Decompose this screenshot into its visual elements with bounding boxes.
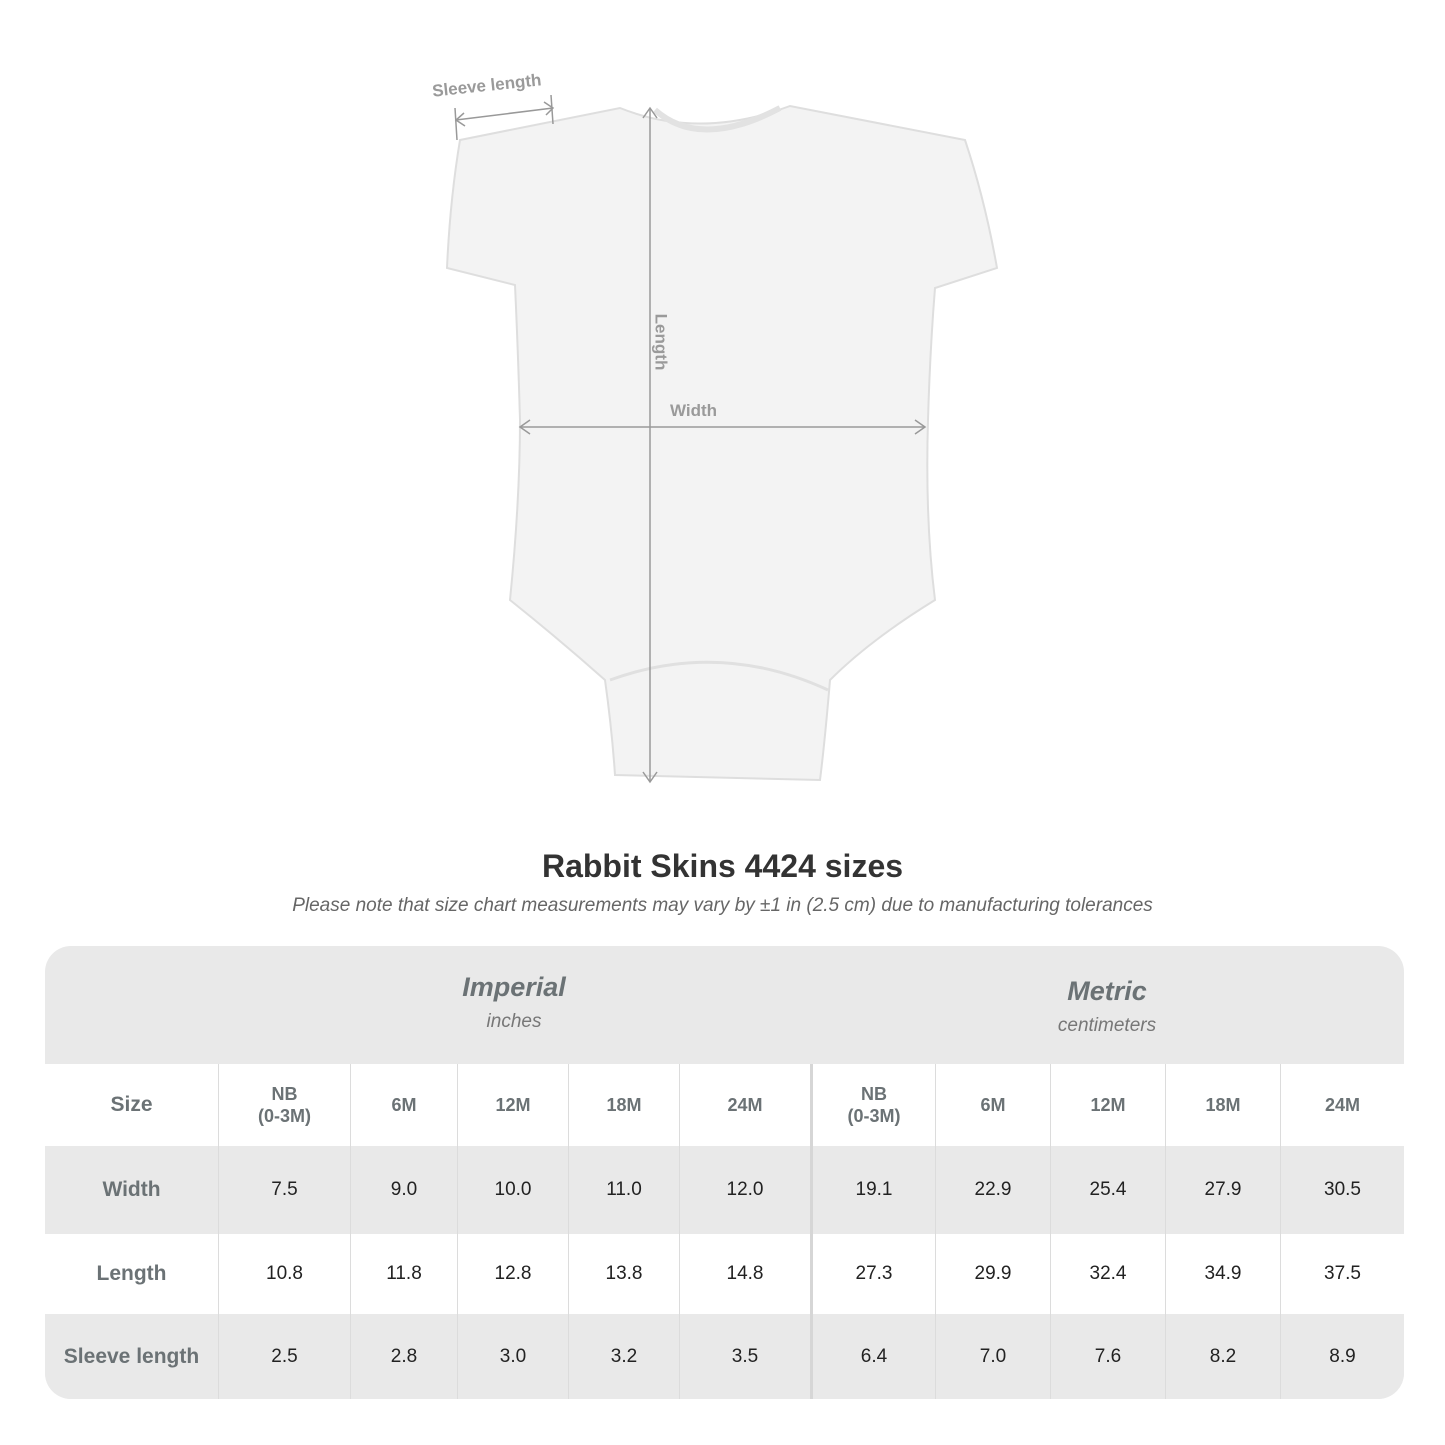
width-arrow bbox=[518, 419, 927, 435]
value-cell: 27.3 bbox=[810, 1234, 935, 1314]
value-cell: 32.4 bbox=[1050, 1234, 1165, 1314]
value-cell: 27.9 bbox=[1165, 1146, 1280, 1234]
value-cell: 12.0 bbox=[679, 1146, 810, 1234]
group-title: Imperial bbox=[462, 972, 566, 1002]
sleeve-arrow bbox=[454, 94, 555, 141]
bodysuit-diagram bbox=[445, 94, 999, 784]
value-cell: 14.8 bbox=[679, 1234, 810, 1314]
group-unit: inches bbox=[486, 1011, 542, 1032]
group-unit: centimeters bbox=[1057, 1015, 1157, 1036]
size-header-cell: NB (0-3M) bbox=[810, 1064, 935, 1146]
table-row: Width 7.5 9.0 10.0 11.0 12.0 19.1 22.9 25.4 27.9 3… bbox=[45, 1146, 1404, 1234]
imperial-header: Imperial inches bbox=[218, 946, 810, 1064]
value-cell: 9.0 bbox=[350, 1146, 457, 1234]
value-cell: 7.0 bbox=[935, 1314, 1050, 1399]
table-row: Sleeve length 2.5 2.8 3.0 3.2 3.5 6.4 7.0 7.6 8.2… bbox=[45, 1314, 1404, 1399]
value-cell: 8.2 bbox=[1165, 1314, 1280, 1399]
length-label: Length bbox=[651, 313, 671, 371]
value-cell: 30.5 bbox=[1280, 1146, 1404, 1234]
size-header-row: Size NB (0-3M) 6M 12M 18M 24M NB (0-3M) 6M 12M 18… bbox=[45, 1064, 1404, 1146]
size-table: Imperial inches Metric centimeters Size N… bbox=[45, 946, 1404, 1399]
value-cell: 29.9 bbox=[935, 1234, 1050, 1314]
row-label: Size bbox=[110, 1093, 153, 1116]
row-label: Sleeve length bbox=[63, 1344, 200, 1368]
size-header-cell: 6M bbox=[935, 1064, 1050, 1146]
bodysuit-image bbox=[445, 104, 999, 782]
size-header-cell: 12M bbox=[1050, 1064, 1165, 1146]
size-header-cell: 24M bbox=[679, 1064, 810, 1146]
value-cell: 2.5 bbox=[218, 1314, 350, 1399]
size-header-cell: 24M bbox=[1280, 1064, 1404, 1146]
value-cell: 25.4 bbox=[1050, 1146, 1165, 1234]
value-cell: 10.8 bbox=[218, 1234, 350, 1314]
size-header-cell: NB (0-3M) bbox=[218, 1064, 350, 1146]
page-title: Rabbit Skins 4424 sizes bbox=[541, 848, 904, 884]
value-cell: 6.4 bbox=[810, 1314, 935, 1399]
table-row: Length 10.8 11.8 12.8 13.8 14.8 27.3 29.9 32.4 34… bbox=[45, 1234, 1404, 1314]
length-arrow bbox=[642, 106, 658, 784]
value-cell: 2.8 bbox=[350, 1314, 457, 1399]
row-label: Length bbox=[96, 1262, 167, 1285]
value-cell: 19.1 bbox=[810, 1146, 935, 1234]
group-title: Metric bbox=[1067, 976, 1147, 1006]
tolerance-note: Please note that size chart measurements… bbox=[292, 895, 1153, 916]
value-cell: 11.0 bbox=[568, 1146, 679, 1234]
size-header-cell: 18M bbox=[568, 1064, 679, 1146]
value-cell: 34.9 bbox=[1165, 1234, 1280, 1314]
value-cell: 10.0 bbox=[457, 1146, 568, 1234]
size-header-cell: 18M bbox=[1165, 1064, 1280, 1146]
value-cell: 3.2 bbox=[568, 1314, 679, 1399]
value-cell: 3.5 bbox=[679, 1314, 810, 1399]
value-cell: 22.9 bbox=[935, 1146, 1050, 1234]
size-header-cell: 6M bbox=[350, 1064, 457, 1146]
value-cell: 3.0 bbox=[457, 1314, 568, 1399]
value-cell: 8.9 bbox=[1280, 1314, 1404, 1399]
value-cell: 11.8 bbox=[350, 1234, 457, 1314]
metric-header: Metric centimeters bbox=[810, 950, 1404, 1068]
value-cell: 37.5 bbox=[1280, 1234, 1404, 1314]
value-cell: 12.8 bbox=[457, 1234, 568, 1314]
value-cell: 7.5 bbox=[218, 1146, 350, 1234]
width-label: Width bbox=[670, 401, 718, 420]
value-cell: 13.8 bbox=[568, 1234, 679, 1314]
size-header-cell: 12M bbox=[457, 1064, 568, 1146]
row-label: Width bbox=[102, 1178, 161, 1201]
value-cell: 7.6 bbox=[1050, 1314, 1165, 1399]
